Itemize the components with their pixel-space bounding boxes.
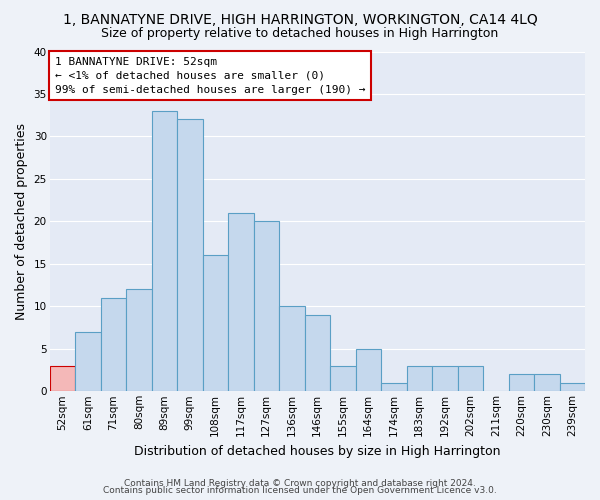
- Bar: [75, 332, 101, 392]
- Bar: [152, 111, 177, 392]
- Bar: [101, 298, 126, 392]
- Text: Size of property relative to detached houses in High Harrington: Size of property relative to detached ho…: [101, 28, 499, 40]
- Bar: [534, 374, 560, 392]
- Bar: [228, 213, 254, 392]
- Bar: [381, 383, 407, 392]
- Text: 1 BANNATYNE DRIVE: 52sqm
← <1% of detached houses are smaller (0)
99% of semi-de: 1 BANNATYNE DRIVE: 52sqm ← <1% of detach…: [55, 56, 365, 94]
- Text: 1, BANNATYNE DRIVE, HIGH HARRINGTON, WORKINGTON, CA14 4LQ: 1, BANNATYNE DRIVE, HIGH HARRINGTON, WOR…: [62, 12, 538, 26]
- Bar: [407, 366, 432, 392]
- Bar: [279, 306, 305, 392]
- Bar: [330, 366, 356, 392]
- Bar: [177, 120, 203, 392]
- Bar: [509, 374, 534, 392]
- Bar: [203, 256, 228, 392]
- Bar: [560, 383, 585, 392]
- Bar: [50, 366, 75, 392]
- Bar: [126, 290, 152, 392]
- Bar: [356, 349, 381, 392]
- Bar: [432, 366, 458, 392]
- Bar: [254, 222, 279, 392]
- Text: Contains public sector information licensed under the Open Government Licence v3: Contains public sector information licen…: [103, 486, 497, 495]
- Bar: [305, 315, 330, 392]
- Bar: [458, 366, 483, 392]
- X-axis label: Distribution of detached houses by size in High Harrington: Distribution of detached houses by size …: [134, 444, 500, 458]
- Text: Contains HM Land Registry data © Crown copyright and database right 2024.: Contains HM Land Registry data © Crown c…: [124, 478, 476, 488]
- Y-axis label: Number of detached properties: Number of detached properties: [15, 123, 28, 320]
